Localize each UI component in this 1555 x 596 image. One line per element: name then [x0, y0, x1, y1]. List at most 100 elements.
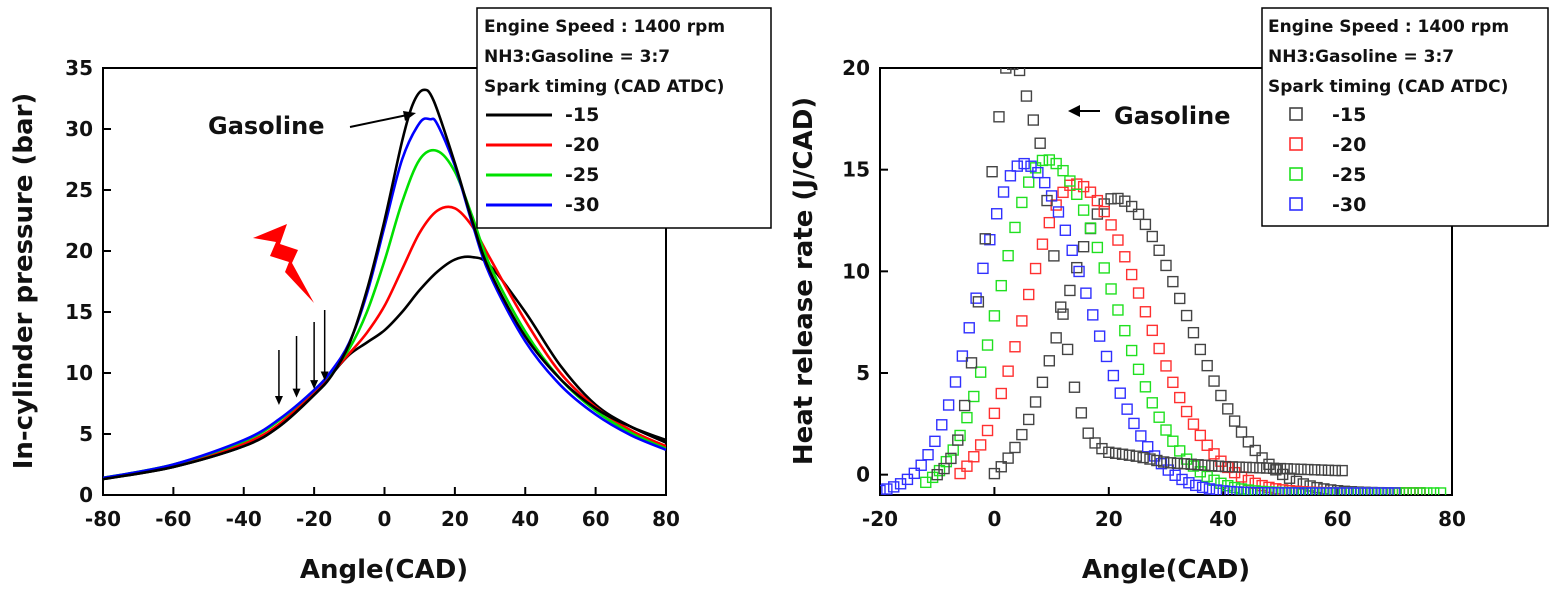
hrr-point-spark-25	[1064, 175, 1076, 187]
hrr-point-spark-20	[1187, 418, 1200, 430]
x-tick-label: -60	[155, 507, 191, 531]
hrr-legend-label: -20	[1332, 134, 1366, 156]
hrr-point-spark-15	[1023, 413, 1035, 426]
hrr-point-spark-25	[1125, 344, 1138, 357]
hrr-point-gasoline	[1254, 462, 1266, 474]
hrr-point-spark-30	[949, 376, 962, 388]
spark-arrowhead	[320, 371, 329, 381]
pressure-legend-line-3: Spark timing (CAD ATDC)	[484, 77, 724, 97]
hrr-point-spark-25	[1153, 411, 1165, 423]
hrr-point-spark-30	[1313, 487, 1325, 495]
hrr-gasoline-annotation: Gasoline	[1114, 102, 1230, 130]
hrr-point-spark-15	[988, 467, 1001, 480]
hrr-point-gasoline	[1329, 464, 1342, 477]
hrr-point-spark-30	[1190, 479, 1202, 492]
hrr-legend: Engine Speed : 1400 rpm NH3:Gasoline = 3…	[1261, 7, 1549, 227]
hrr-point-spark-20	[1153, 342, 1165, 355]
hrr-point-gasoline	[1075, 407, 1088, 419]
y-tick-label: 20	[65, 239, 93, 263]
hrr-point-spark-15	[1290, 475, 1303, 488]
pressure-legend-label: -15	[565, 104, 599, 126]
hrr-point-spark-15	[1167, 275, 1179, 288]
spark-arrowhead	[292, 388, 301, 398]
hrr-point-spark-30	[1121, 403, 1133, 415]
hrr-point-gasoline	[958, 399, 971, 412]
hrr-point-gasoline	[931, 468, 943, 481]
hrr-point-spark-15	[1242, 436, 1255, 448]
hrr-x-ticks: -20 0 20 40 60 80	[862, 487, 1466, 531]
hrr-point-spark-15	[1132, 208, 1145, 221]
hrr-point-gasoline	[1096, 442, 1108, 455]
x-tick-label: -20	[862, 507, 898, 531]
hrr-point-spark-15	[1222, 403, 1234, 415]
hrr-point-spark-30	[936, 419, 948, 431]
hrr-point-spark-25	[1146, 397, 1158, 409]
hrr-point-spark-15	[1215, 389, 1227, 402]
hrr-legend-label: -25	[1332, 164, 1366, 186]
pressure-legend-line-1: Engine Speed : 1400 rpm	[484, 17, 725, 37]
hrr-point-spark-30	[1327, 487, 1339, 495]
y-tick-label: 10	[65, 361, 93, 385]
hrr-point-spark-30	[1066, 244, 1078, 257]
pressure-legend-box	[476, 7, 772, 229]
hrr-point-spark-15	[1153, 244, 1165, 256]
hrr-point-spark-30	[997, 186, 1010, 198]
hrr-point-gasoline	[1109, 447, 1122, 459]
hrr-point-spark-30	[929, 435, 941, 448]
hrr-point-gasoline	[1185, 458, 1197, 470]
hrr-point-spark-15	[1194, 343, 1207, 356]
hrr-point-spark-15	[1043, 355, 1056, 367]
pressure-annotation-arrow	[349, 113, 413, 128]
hrr-point-gasoline	[1103, 446, 1115, 458]
hrr-point-spark-30	[1196, 481, 1209, 494]
hrr-point-gasoline	[1027, 114, 1039, 126]
hrr-point-gasoline	[1007, 68, 1019, 71]
hrr-point-spark-30	[888, 481, 900, 493]
hrr-point-spark-20	[974, 439, 987, 451]
x-tick-label: 40	[1209, 507, 1237, 531]
hrr-point-spark-25	[1002, 249, 1014, 262]
hrr-point-spark-25	[1407, 487, 1419, 495]
hrr-point-spark-25	[1132, 363, 1145, 376]
hrr-point-spark-30	[1073, 265, 1085, 278]
x-tick-label: 20	[1095, 507, 1123, 531]
hrr-point-gasoline	[952, 434, 964, 446]
hrr-point-spark-30	[977, 262, 989, 275]
spark-lightning-icon	[253, 224, 314, 303]
y-tick-label: 5	[856, 361, 870, 385]
hrr-point-gasoline	[1233, 461, 1245, 473]
hrr-point-spark-30	[956, 350, 969, 362]
hrr-point-spark-15	[1160, 259, 1172, 272]
hrr-point-spark-20	[1016, 315, 1028, 327]
hrr-point-spark-30	[1361, 487, 1374, 495]
y-tick-label: 10	[842, 259, 870, 283]
hrr-point-gasoline	[1137, 451, 1149, 464]
hrr-point-spark-30	[1059, 224, 1072, 236]
hrr-legend-box	[1261, 7, 1549, 227]
y-tick-label: 0	[79, 483, 93, 507]
x-tick-label: -20	[296, 507, 332, 531]
hrr-point-spark-20	[1160, 360, 1172, 372]
pressure-gasoline-annotation: Gasoline	[208, 112, 324, 140]
hrr-point-spark-25	[1105, 283, 1117, 295]
pressure-line-gasoline	[103, 88, 666, 481]
hrr-point-spark-15	[1050, 332, 1062, 344]
hrr-point-spark-30	[1224, 485, 1236, 495]
hrr-point-spark-30	[1039, 176, 1051, 189]
hrr-point-gasoline	[1068, 381, 1081, 393]
hrr-point-gasoline	[1240, 461, 1252, 474]
hrr-point-spark-20	[1125, 268, 1138, 281]
hrr-point-spark-15	[1105, 193, 1117, 205]
hrr-point-spark-30	[1183, 477, 1195, 489]
hrr-point-spark-20	[995, 387, 1007, 400]
hrr-point-spark-15	[1112, 192, 1124, 205]
hrr-point-spark-15	[1174, 292, 1186, 305]
hrr-point-spark-30	[942, 399, 955, 411]
pressure-x-ticks: -80 -60 -40 -20 0 20 40 60 80	[85, 487, 680, 531]
hrr-point-spark-20	[1414, 487, 1426, 495]
hrr-legend-label: -15	[1332, 104, 1366, 126]
hrr-point-spark-20	[1139, 306, 1152, 318]
hrr-point-spark-15	[1400, 487, 1412, 495]
hrr-point-spark-15	[1407, 487, 1419, 495]
hrr-point-spark-30	[901, 473, 914, 486]
